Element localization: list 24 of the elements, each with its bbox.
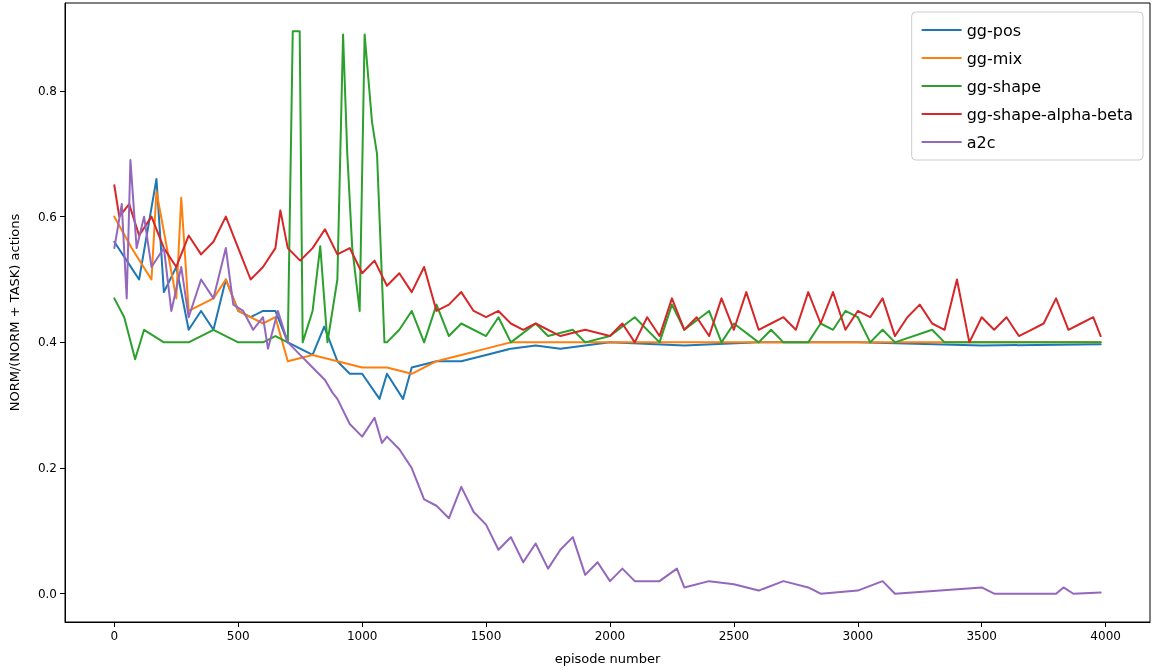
x-tick-label: 3000 [842, 629, 874, 643]
x-tick-label: 4000 [1090, 629, 1121, 643]
y-tick-label: 0.6 [37, 209, 57, 224]
x-tick-label: 1000 [346, 629, 378, 643]
y-tick-label: 0.8 [37, 83, 57, 98]
legend-label: gg-pos [966, 20, 1022, 40]
legend-label: a2c [966, 132, 996, 152]
legend-label: gg-shape-alpha-beta [966, 104, 1133, 124]
line-series [113, 184, 1102, 344]
line-series [113, 177, 1102, 400]
legend-label: gg-shape [966, 76, 1042, 96]
x-tick-label: 3500 [966, 629, 997, 643]
y-tick-label: 0.0 [37, 586, 57, 601]
y-tick-label: 0.4 [37, 335, 57, 350]
x-axis-title: episode number [554, 651, 661, 666]
x-tick-label: 500 [226, 629, 250, 643]
y-tick-label: 0.2 [37, 461, 57, 476]
x-tick-label: 0 [110, 629, 119, 643]
legend-label: gg-mix [966, 48, 1023, 68]
x-tick-label: 1500 [470, 629, 502, 643]
x-tick-label: 2000 [594, 629, 626, 643]
x-tick-label: 2500 [718, 629, 750, 643]
y-axis-title: NORM/(NORM + TASK) actions [7, 213, 22, 412]
line-series [113, 159, 1102, 595]
